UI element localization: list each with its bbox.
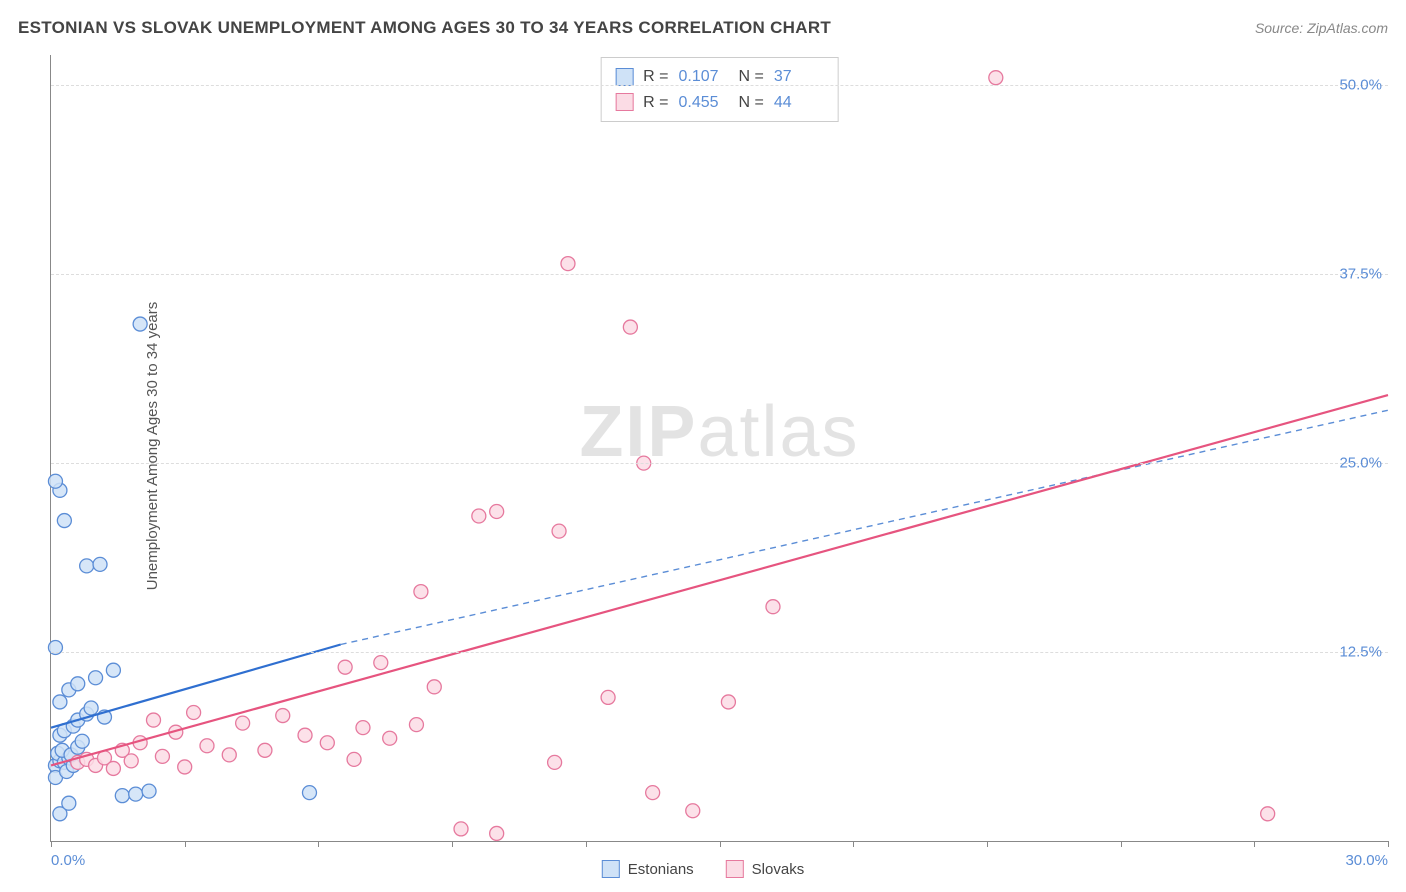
data-point-slovaks — [552, 524, 566, 538]
x-tick-mark — [1121, 841, 1122, 847]
data-point-slovaks — [490, 504, 504, 518]
x-tick-mark — [853, 841, 854, 847]
data-point-slovaks — [124, 754, 138, 768]
data-point-slovaks — [356, 721, 370, 735]
data-point-estonians — [93, 557, 107, 571]
data-point-slovaks — [686, 804, 700, 818]
data-point-estonians — [106, 663, 120, 677]
data-point-estonians — [129, 787, 143, 801]
data-point-estonians — [62, 796, 76, 810]
stats-box: R = 0.107 N = 37 R = 0.455 N = 44 — [600, 57, 839, 122]
data-point-slovaks — [236, 716, 250, 730]
data-point-slovaks — [320, 736, 334, 750]
swatch-slovaks — [615, 93, 633, 111]
data-point-slovaks — [258, 743, 272, 757]
x-tick-mark — [185, 841, 186, 847]
y-tick-label: 50.0% — [1339, 77, 1382, 94]
data-point-estonians — [53, 695, 67, 709]
data-point-slovaks — [490, 826, 504, 840]
data-point-slovaks — [601, 690, 615, 704]
gridline — [51, 274, 1388, 275]
n-value-slovaks: 44 — [774, 90, 824, 116]
r-value-slovaks: 0.455 — [679, 90, 729, 116]
data-point-slovaks — [623, 320, 637, 334]
legend-item-slovaks: Slovaks — [726, 860, 805, 878]
data-point-slovaks — [1261, 807, 1275, 821]
data-point-slovaks — [298, 728, 312, 742]
data-point-slovaks — [989, 71, 1003, 85]
data-point-estonians — [302, 786, 316, 800]
data-point-slovaks — [106, 761, 120, 775]
x-tick-mark — [1388, 841, 1389, 847]
data-point-slovaks — [454, 822, 468, 836]
data-point-slovaks — [721, 695, 735, 709]
data-point-slovaks — [155, 749, 169, 763]
gridline — [51, 652, 1388, 653]
y-tick-label: 37.5% — [1339, 266, 1382, 283]
trend-line — [51, 395, 1388, 765]
data-point-slovaks — [338, 660, 352, 674]
n-label: N = — [739, 90, 764, 116]
data-point-slovaks — [374, 656, 388, 670]
data-point-slovaks — [178, 760, 192, 774]
data-point-slovaks — [347, 752, 361, 766]
x-tick-label: 0.0% — [51, 852, 85, 869]
data-point-slovaks — [766, 600, 780, 614]
data-point-slovaks — [222, 748, 236, 762]
data-point-estonians — [71, 677, 85, 691]
data-point-estonians — [89, 671, 103, 685]
legend-label-estonians: Estonians — [628, 861, 694, 878]
x-tick-label: 30.0% — [1345, 852, 1388, 869]
data-point-slovaks — [646, 786, 660, 800]
legend-item-estonians: Estonians — [602, 860, 694, 878]
data-point-estonians — [75, 734, 89, 748]
data-point-estonians — [48, 474, 62, 488]
chart-title: ESTONIAN VS SLOVAK UNEMPLOYMENT AMONG AG… — [18, 18, 831, 38]
data-point-estonians — [142, 784, 156, 798]
x-tick-mark — [720, 841, 721, 847]
plot-area: ZIPatlas R = 0.107 N = 37 R = 0.455 N = … — [50, 55, 1388, 842]
data-point-slovaks — [200, 739, 214, 753]
gridline — [51, 85, 1388, 86]
trend-line — [341, 410, 1388, 644]
data-point-slovaks — [427, 680, 441, 694]
data-point-slovaks — [414, 585, 428, 599]
data-point-slovaks — [409, 718, 423, 732]
r-label: R = — [643, 90, 668, 116]
data-point-slovaks — [561, 257, 575, 271]
gridline — [51, 463, 1388, 464]
data-point-estonians — [115, 789, 129, 803]
x-tick-mark — [318, 841, 319, 847]
y-tick-label: 25.0% — [1339, 455, 1382, 472]
data-point-estonians — [133, 317, 147, 331]
title-bar: ESTONIAN VS SLOVAK UNEMPLOYMENT AMONG AG… — [18, 18, 1388, 38]
x-tick-mark — [987, 841, 988, 847]
stats-row-slovaks: R = 0.455 N = 44 — [615, 90, 824, 116]
y-tick-label: 12.5% — [1339, 644, 1382, 661]
data-point-slovaks — [472, 509, 486, 523]
data-point-slovaks — [147, 713, 161, 727]
swatch-estonians — [615, 68, 633, 86]
x-tick-mark — [51, 841, 52, 847]
data-point-estonians — [57, 514, 71, 528]
legend-bottom: Estonians Slovaks — [602, 860, 804, 878]
scatter-svg — [51, 55, 1388, 841]
data-point-slovaks — [276, 709, 290, 723]
data-point-estonians — [80, 559, 94, 573]
legend-label-slovaks: Slovaks — [752, 861, 805, 878]
source-label: Source: ZipAtlas.com — [1255, 20, 1388, 36]
x-tick-mark — [586, 841, 587, 847]
data-point-slovaks — [383, 731, 397, 745]
x-tick-mark — [452, 841, 453, 847]
swatch-slovaks — [726, 860, 744, 878]
data-point-estonians — [84, 701, 98, 715]
data-point-slovaks — [548, 755, 562, 769]
data-point-slovaks — [187, 706, 201, 720]
swatch-estonians — [602, 860, 620, 878]
x-tick-mark — [1254, 841, 1255, 847]
